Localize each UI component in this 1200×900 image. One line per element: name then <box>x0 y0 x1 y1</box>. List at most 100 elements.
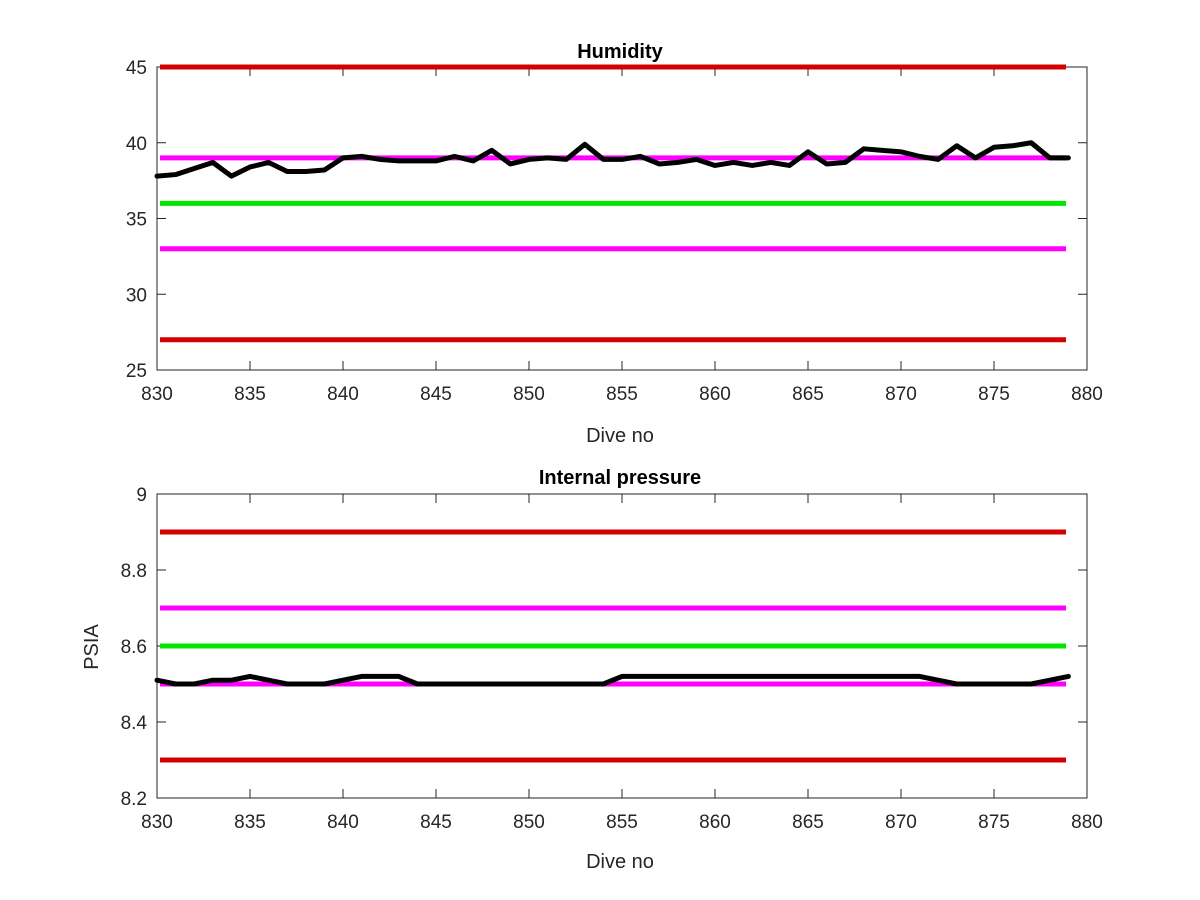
x-tick-label: 865 <box>792 384 824 405</box>
x-tick-label: 880 <box>1071 812 1103 833</box>
x-axis-label: Dive no <box>586 425 654 447</box>
data-point <box>212 161 214 163</box>
data-point <box>472 683 474 685</box>
data-point <box>268 161 270 163</box>
data-point <box>658 675 660 677</box>
humidity-chart: 830 835 840 845 850 855 860 865 870 875 880 25 30 35 4… <box>126 41 1103 447</box>
data-point <box>974 157 976 159</box>
x-tick-label: 830 <box>141 384 173 405</box>
data-point <box>305 683 307 685</box>
data-series-line <box>154 140 1071 179</box>
data-point <box>695 675 697 677</box>
data-point <box>640 675 642 677</box>
data-point <box>993 146 995 148</box>
data-point <box>379 675 381 677</box>
x-tick-label: 845 <box>420 812 452 833</box>
x-tick-label: 835 <box>234 812 266 833</box>
data-point <box>398 160 400 162</box>
data-point <box>323 169 325 171</box>
data-point <box>602 683 604 685</box>
y-tick-label: 8.2 <box>121 789 147 810</box>
data-point <box>454 683 456 685</box>
data-point <box>770 161 772 163</box>
data-point <box>193 683 195 685</box>
x-tick-label: 845 <box>420 384 452 405</box>
y-tick-label: 45 <box>126 58 147 79</box>
data-point <box>956 683 958 685</box>
data-point <box>1030 683 1032 685</box>
data-point <box>993 683 995 685</box>
y-tick-label: 8.8 <box>121 561 147 582</box>
data-point <box>268 679 270 681</box>
data-series-line <box>154 673 1071 687</box>
data-point <box>677 161 679 163</box>
data-point <box>714 675 716 677</box>
x-tick-label: 855 <box>606 384 638 405</box>
x-tick-label: 860 <box>699 384 731 405</box>
chart-title: Internal pressure <box>539 467 701 489</box>
x-tick-label: 880 <box>1071 384 1103 405</box>
data-point <box>919 155 921 157</box>
data-point <box>826 675 828 677</box>
data-point <box>937 679 939 681</box>
x-tick-label: 840 <box>327 384 359 405</box>
data-point <box>658 163 660 165</box>
data-point <box>956 145 958 147</box>
data-point <box>472 160 474 162</box>
x-tick-label: 865 <box>792 812 824 833</box>
data-point <box>1067 675 1069 677</box>
data-point <box>175 683 177 685</box>
data-point <box>695 158 697 160</box>
data-point <box>714 164 716 166</box>
data-point <box>937 158 939 160</box>
chart-title: Humidity <box>577 41 663 63</box>
data-point <box>509 163 511 165</box>
data-point <box>342 679 344 681</box>
data-point <box>491 149 493 151</box>
data-point <box>1030 142 1032 144</box>
data-point <box>286 171 288 173</box>
x-tick-label: 835 <box>234 384 266 405</box>
y-tick-label: 8.6 <box>121 637 147 658</box>
x-tick-label: 875 <box>978 812 1010 833</box>
data-point <box>193 168 195 170</box>
data-point <box>621 675 623 677</box>
data-point <box>974 683 976 685</box>
x-tick-label: 860 <box>699 812 731 833</box>
y-tick-label: 30 <box>126 285 147 306</box>
y-tick-label: 9 <box>136 485 147 506</box>
data-point <box>733 161 735 163</box>
data-point <box>230 679 232 681</box>
data-point <box>751 164 753 166</box>
data-point <box>1012 145 1014 147</box>
data-point <box>788 675 790 677</box>
data-point <box>826 163 828 165</box>
data-point <box>249 675 251 677</box>
data-point <box>509 683 511 685</box>
data-point <box>212 679 214 681</box>
data-point <box>416 683 418 685</box>
x-tick-label: 840 <box>327 812 359 833</box>
data-point <box>584 143 586 145</box>
x-tick-label: 875 <box>978 384 1010 405</box>
data-point <box>900 675 902 677</box>
data-point <box>398 675 400 677</box>
data-point <box>1049 679 1051 681</box>
data-point <box>435 683 437 685</box>
data-point <box>640 155 642 157</box>
data-point <box>1012 683 1014 685</box>
data-point <box>286 683 288 685</box>
x-tick-label: 870 <box>885 384 917 405</box>
y-tick-label: 40 <box>126 134 147 155</box>
data-point <box>156 175 158 177</box>
data-point <box>844 161 846 163</box>
data-point <box>416 160 418 162</box>
data-point <box>863 148 865 150</box>
data-point <box>156 679 158 681</box>
x-tick-label: 850 <box>513 812 545 833</box>
y-axis-label: PSIA <box>81 624 103 670</box>
data-point <box>565 158 567 160</box>
data-point <box>1049 157 1051 159</box>
